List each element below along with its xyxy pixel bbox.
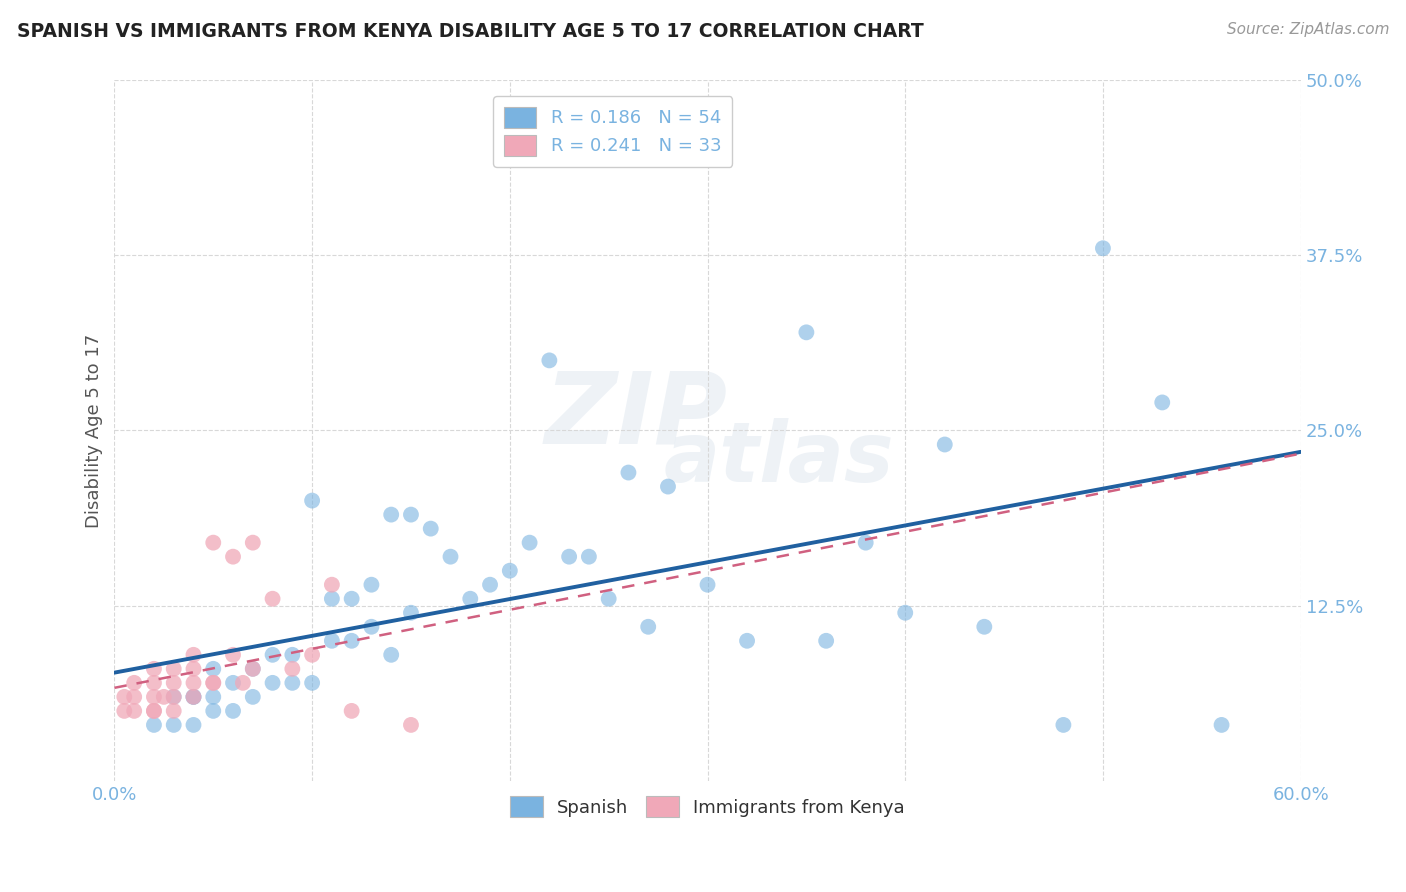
Point: [894, 606, 917, 620]
Point: [321, 578, 343, 592]
Point: [301, 493, 323, 508]
Point: [340, 591, 363, 606]
Point: [399, 718, 422, 732]
Point: [637, 620, 659, 634]
Point: [657, 479, 679, 493]
Point: [183, 690, 205, 704]
Point: [112, 690, 135, 704]
Point: [122, 704, 145, 718]
Point: [222, 704, 245, 718]
Point: [122, 676, 145, 690]
Point: [1052, 718, 1074, 732]
Point: [142, 690, 165, 704]
Point: [380, 648, 402, 662]
Point: [815, 633, 838, 648]
Point: [202, 690, 225, 704]
Point: [163, 690, 186, 704]
Point: [301, 676, 323, 690]
Point: [380, 508, 402, 522]
Point: [183, 718, 205, 732]
Point: [183, 648, 205, 662]
Point: [321, 591, 343, 606]
Point: [183, 662, 205, 676]
Point: [202, 662, 225, 676]
Point: [1152, 395, 1174, 409]
Point: [301, 648, 323, 662]
Point: [558, 549, 581, 564]
Point: [242, 535, 264, 549]
Point: [262, 648, 284, 662]
Point: [202, 676, 225, 690]
Point: [399, 508, 422, 522]
Point: [202, 535, 225, 549]
Point: [242, 690, 264, 704]
Point: [222, 676, 245, 690]
Text: atlas: atlas: [664, 418, 894, 499]
Point: [479, 578, 502, 592]
Point: [142, 662, 165, 676]
Point: [735, 633, 758, 648]
Point: [1211, 718, 1233, 732]
Point: [202, 704, 225, 718]
Point: [232, 676, 254, 690]
Point: [163, 704, 186, 718]
Point: [153, 690, 176, 704]
Point: [340, 704, 363, 718]
Point: [142, 704, 165, 718]
Point: [163, 676, 186, 690]
Point: [142, 676, 165, 690]
Point: [281, 662, 304, 676]
Point: [1091, 241, 1114, 255]
Point: [360, 578, 382, 592]
Point: [439, 549, 461, 564]
Point: [458, 591, 481, 606]
Y-axis label: Disability Age 5 to 17: Disability Age 5 to 17: [86, 334, 103, 527]
Point: [163, 690, 186, 704]
Point: [538, 353, 561, 368]
Point: [934, 437, 956, 451]
Point: [163, 718, 186, 732]
Point: [242, 662, 264, 676]
Text: ZIP: ZIP: [546, 368, 728, 465]
Point: [796, 326, 818, 340]
Point: [262, 676, 284, 690]
Point: [262, 591, 284, 606]
Point: [519, 535, 541, 549]
Point: [419, 522, 441, 536]
Point: [281, 648, 304, 662]
Point: [142, 718, 165, 732]
Point: [340, 633, 363, 648]
Text: Source: ZipAtlas.com: Source: ZipAtlas.com: [1226, 22, 1389, 37]
Point: [202, 676, 225, 690]
Point: [696, 578, 718, 592]
Point: [578, 549, 600, 564]
Point: [222, 648, 245, 662]
Point: [617, 466, 640, 480]
Point: [399, 606, 422, 620]
Point: [183, 690, 205, 704]
Point: [112, 704, 135, 718]
Point: [855, 535, 877, 549]
Point: [222, 549, 245, 564]
Point: [281, 676, 304, 690]
Point: [598, 591, 620, 606]
Point: [142, 704, 165, 718]
Point: [360, 620, 382, 634]
Point: [183, 690, 205, 704]
Point: [163, 662, 186, 676]
Text: SPANISH VS IMMIGRANTS FROM KENYA DISABILITY AGE 5 TO 17 CORRELATION CHART: SPANISH VS IMMIGRANTS FROM KENYA DISABIL…: [17, 22, 924, 41]
Point: [321, 633, 343, 648]
Point: [973, 620, 995, 634]
Point: [122, 690, 145, 704]
Point: [242, 662, 264, 676]
Point: [183, 676, 205, 690]
Legend: Spanish, Immigrants from Kenya: Spanish, Immigrants from Kenya: [503, 789, 912, 824]
Point: [499, 564, 522, 578]
